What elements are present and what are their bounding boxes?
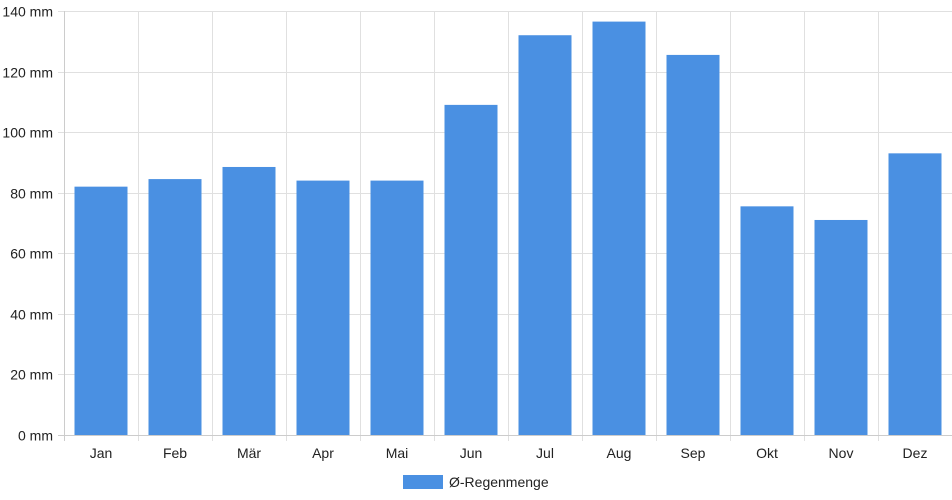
y-tick-label: 140 mm	[2, 4, 53, 20]
x-tick-label: Jun	[460, 445, 483, 461]
y-tick-label: 80 mm	[10, 186, 53, 202]
y-tick-label: 0 mm	[18, 428, 53, 444]
x-tick-label: Apr	[312, 445, 334, 461]
x-tick-label: Sep	[681, 445, 706, 461]
bar-jan[interactable]	[74, 186, 128, 435]
x-tick-labels: Jan Feb Mär Apr Mai Jun Jul Aug Sep Okt Nov Dez	[90, 445, 928, 461]
y-tick-label: 20 mm	[10, 367, 53, 383]
x-tick-label: Mär	[237, 445, 261, 461]
bar-aug[interactable]	[592, 21, 646, 435]
x-tick-label: Aug	[607, 445, 632, 461]
x-tick-label: Feb	[163, 445, 187, 461]
bar-okt[interactable]	[740, 206, 794, 435]
x-tick-label: Jan	[90, 445, 113, 461]
bar-feb[interactable]	[148, 179, 202, 435]
bar-mär[interactable]	[222, 166, 276, 435]
y-tick-label: 100 mm	[2, 125, 53, 141]
bar-nov[interactable]	[814, 219, 868, 435]
bar-jun[interactable]	[444, 104, 498, 435]
bar-apr[interactable]	[296, 180, 350, 435]
bar-dez[interactable]	[888, 153, 942, 436]
bar-sep[interactable]	[666, 54, 720, 436]
x-tick-label: Mai	[386, 445, 409, 461]
bar-series	[74, 21, 942, 436]
y-tick-label: 120 mm	[2, 65, 53, 81]
legend-swatch	[403, 475, 443, 489]
y-tick-label: 40 mm	[10, 307, 53, 323]
bar-mai[interactable]	[370, 180, 424, 435]
legend: Ø-Regenmenge	[403, 474, 549, 490]
y-tick-label: 60 mm	[10, 246, 53, 262]
x-tick-label: Nov	[829, 445, 854, 461]
grid-lines	[58, 11, 952, 441]
bar-jul[interactable]	[518, 35, 572, 435]
legend-label: Ø-Regenmenge	[449, 474, 549, 490]
axes	[64, 11, 952, 436]
x-tick-label: Dez	[903, 445, 928, 461]
x-tick-label: Okt	[756, 445, 778, 461]
y-tick-labels: 0 mm 20 mm 40 mm 60 mm 80 mm 100 mm 120 mm 140 …	[2, 4, 53, 444]
x-tick-label: Jul	[536, 445, 554, 461]
